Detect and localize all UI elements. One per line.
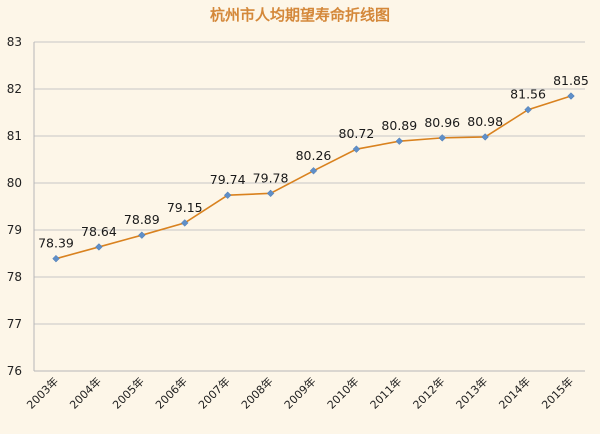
series-layer bbox=[52, 92, 575, 263]
chart-title: 杭州市人均期望寿命折线图 bbox=[210, 6, 390, 24]
data-point-2003年 bbox=[52, 254, 60, 263]
data-point-2007年 bbox=[223, 191, 232, 199]
data-label-2008年: 79.78 bbox=[253, 170, 289, 185]
y-tick-label-77: 77 bbox=[7, 317, 22, 331]
y-tick-label-82: 82 bbox=[7, 82, 22, 96]
data-point-2006年 bbox=[180, 219, 189, 227]
data-point-2013年 bbox=[481, 133, 489, 141]
data-label-2009年: 80.26 bbox=[296, 148, 332, 163]
data-label-2012年: 80.96 bbox=[424, 115, 460, 130]
data-point-2011年 bbox=[395, 137, 404, 145]
data-label-2011年: 80.89 bbox=[381, 118, 417, 133]
data-label-2003年: 78.39 bbox=[38, 236, 74, 251]
data-point-2005年 bbox=[138, 231, 146, 239]
data-label-2005年: 78.89 bbox=[124, 212, 160, 227]
label-layer: 78.39 78.64 78.89 79.15 79.74 79.78 80.26 80.72… bbox=[38, 73, 589, 251]
y-tick-label-80: 80 bbox=[7, 176, 22, 190]
y-tick-label-83: 83 bbox=[7, 35, 22, 49]
data-point-2004年 bbox=[95, 243, 103, 251]
data-point-2008年 bbox=[266, 189, 275, 198]
y-tick-label-81: 81 bbox=[7, 129, 22, 143]
data-point-2009年 bbox=[309, 167, 318, 175]
data-point-2015年 bbox=[567, 92, 575, 100]
data-point-2014年 bbox=[524, 105, 532, 114]
grid-layer bbox=[34, 41, 585, 372]
y-tick-label-79: 79 bbox=[7, 223, 22, 237]
data-point-2010年 bbox=[352, 145, 361, 153]
data-label-2006年: 79.15 bbox=[167, 200, 203, 215]
data-point-2012年 bbox=[438, 134, 447, 142]
y-tick-label-76: 76 bbox=[7, 364, 22, 378]
y-tick-label-78: 78 bbox=[7, 270, 22, 284]
data-label-2004年: 78.64 bbox=[81, 224, 117, 239]
data-label-2007年: 79.74 bbox=[210, 172, 246, 187]
data-label-2015年: 81.85 bbox=[553, 73, 589, 88]
data-label-2010年: 80.72 bbox=[339, 126, 375, 141]
data-label-2014年: 81.56 bbox=[510, 87, 546, 102]
data-label-2013年: 80.98 bbox=[467, 114, 503, 129]
